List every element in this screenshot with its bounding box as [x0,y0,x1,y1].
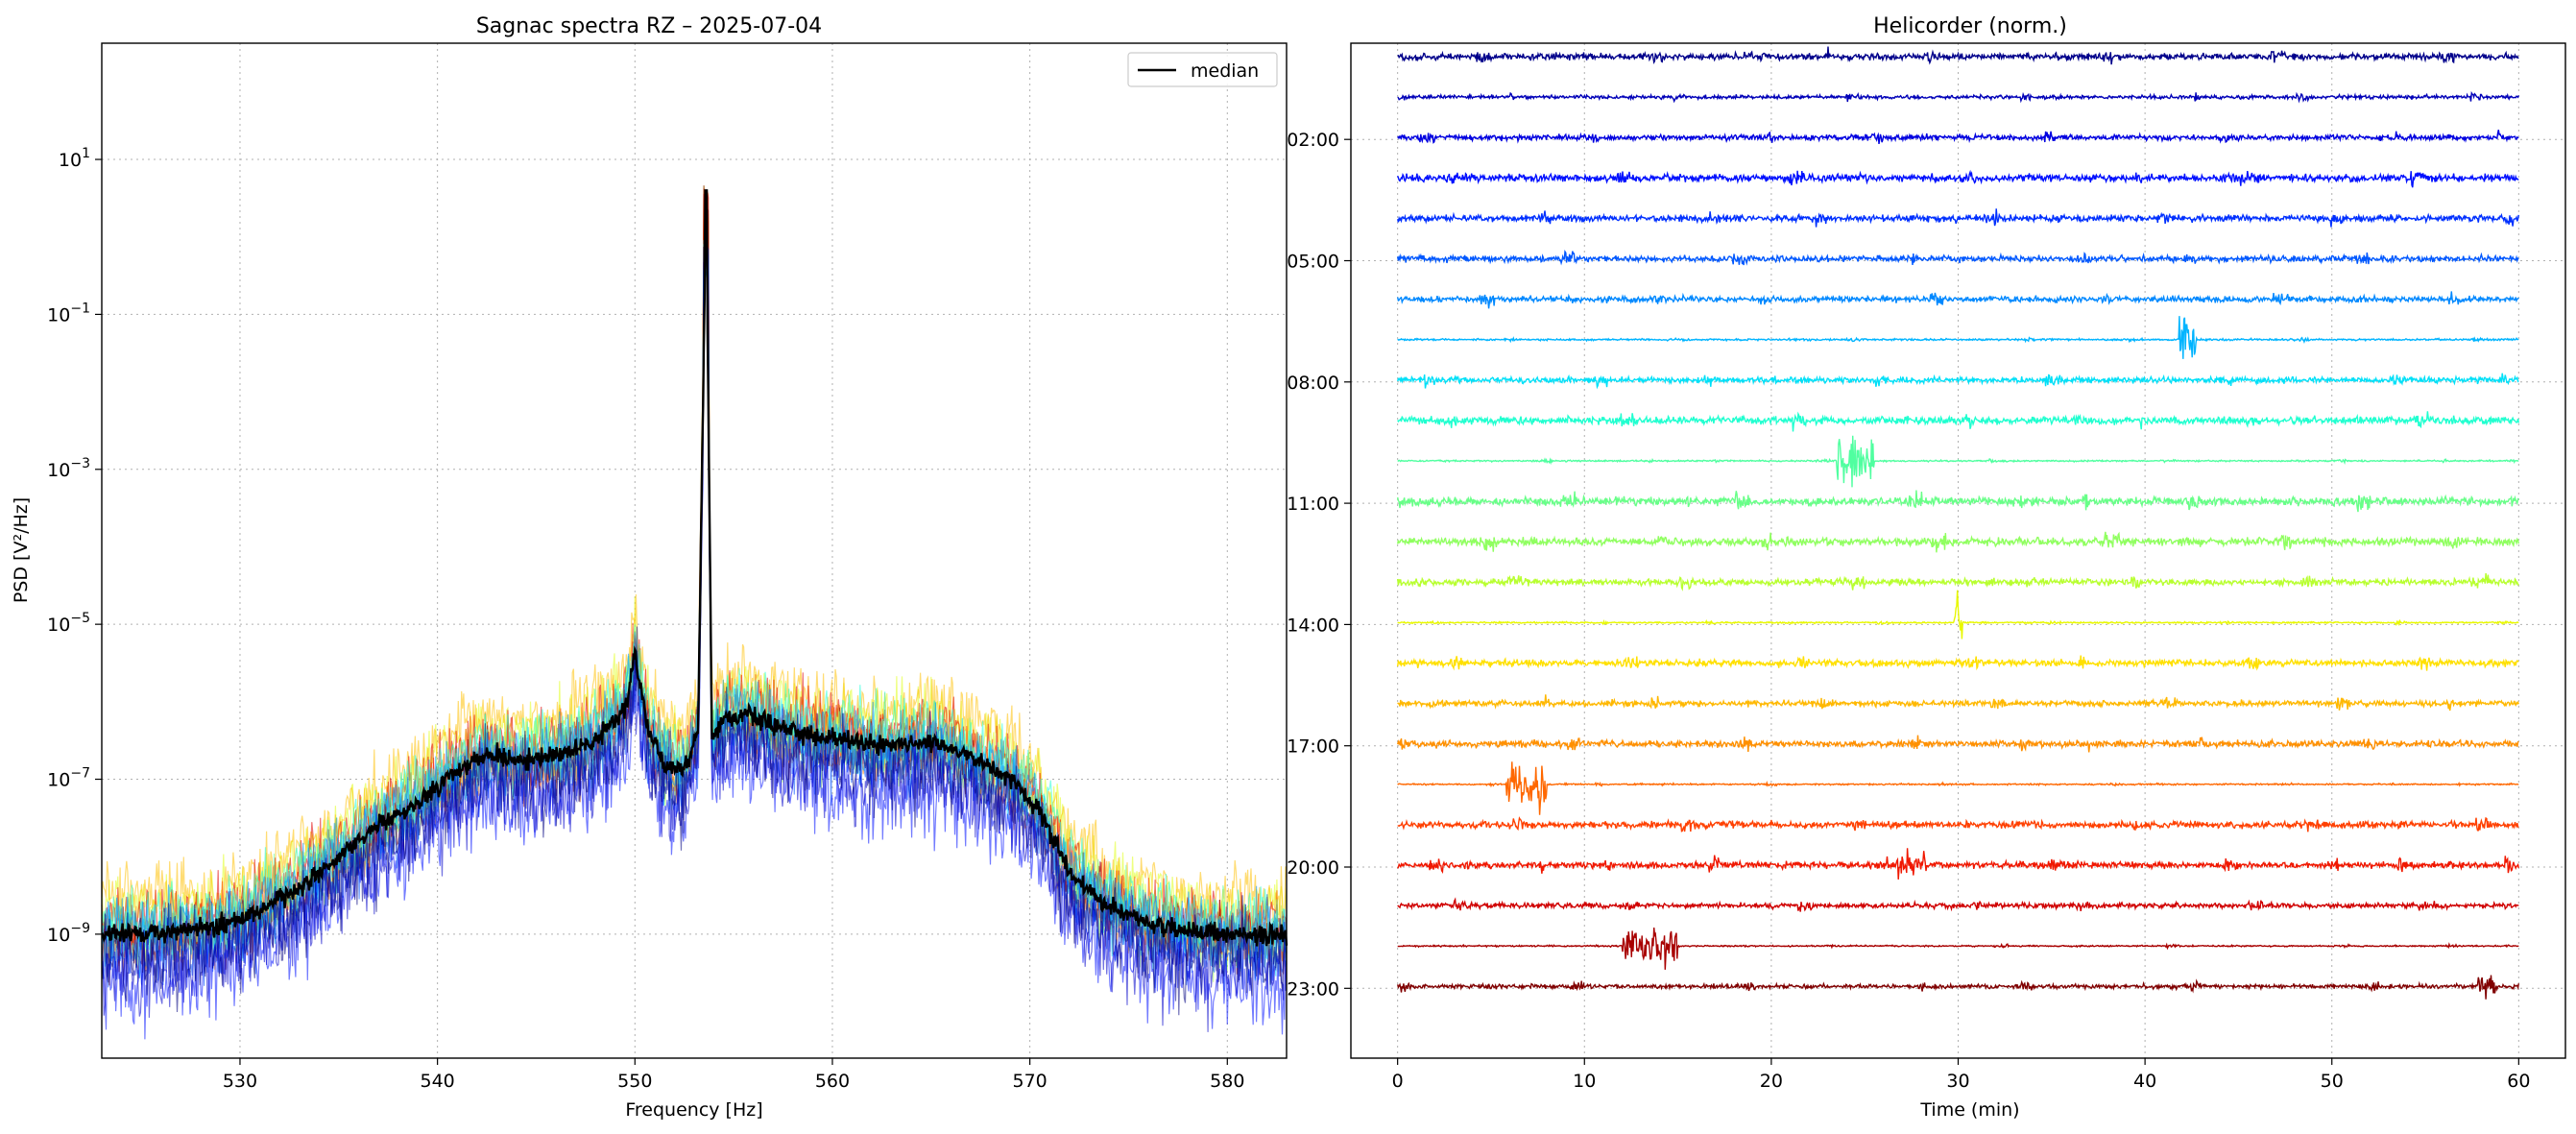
spectra-y-ticks: 10−9 10−7 10−5 10−3 10−1 101 [47,146,102,946]
helicorder-x-tick-label: 50 [2321,1071,2344,1092]
spectrum-trace [101,192,1288,954]
legend-median-label: median [1191,60,1259,82]
helicorder-y-tick-label: 23:00 [1287,978,1339,1000]
helicorder-trace [1397,694,2519,712]
helicorder-y-tick-label: 14:00 [1287,615,1339,636]
helicorder-x-tick-label: 30 [1946,1071,1969,1092]
helicorder-x-tick-label: 20 [1760,1071,1783,1092]
helicorder-trace [1397,531,2519,553]
helicorder-x-tick-label: 0 [1392,1071,1404,1092]
spectra-axes-frame [101,42,1288,1059]
spectra-background-traces [101,185,1288,1040]
helicorder-y-tick-label: 08:00 [1287,373,1339,394]
helicorder-trace [1397,590,2519,639]
spectra-y-tick-label: 10−7 [47,766,90,791]
spectra-median-series [101,189,1288,947]
spectrum-trace [101,185,1288,941]
helicorder-trace [1397,411,2519,432]
helicorder-trace [1397,90,2519,104]
helicorder-trace [1397,490,2519,513]
spectrum-trace [101,244,1288,955]
helicorder-y-tick-label: 11:00 [1287,494,1339,515]
spectra-y-tick-label: 101 [59,146,90,171]
helicorder-trace [1397,435,2519,488]
helicorder-trace [1397,208,2519,228]
spectra-y-tick-label: 10−3 [47,456,90,481]
helicorder-trace [1397,169,2519,188]
spectra-title: Sagnac spectra RZ – 2025-07-04 [476,14,822,38]
helicorder-y-ticks: 02:00 05:00 08:00 11:00 14:00 17:00 20:00 23:00 [1287,130,1351,1000]
helicorder-trace [1397,897,2519,912]
helicorder-trace [1397,130,2519,145]
spectra-y-label: PSD [V²/Hz] [11,497,32,603]
helicorder-x-ticks: 0 10 20 30 40 50 60 [1392,1058,2530,1092]
spectra-x-tick-label: 560 [815,1071,850,1092]
spectra-x-tick-label: 550 [617,1071,652,1092]
helicorder-traces [1397,46,2519,1000]
helicorder-y-tick-label: 20:00 [1287,857,1339,879]
spectrum-trace [101,243,1288,960]
helicorder-trace [1397,735,2519,753]
helicorder-trace [1397,816,2519,832]
spectra-y-tick-label: 10−5 [47,611,90,636]
spectra-y-tick-label: 10−1 [47,301,90,326]
helicorder-trace [1397,927,2519,970]
helicorder-title: Helicorder (norm.) [1873,14,2067,38]
spectra-y-tick-label: 10−9 [47,921,90,946]
spectrum-trace [101,243,1288,1032]
spectra-x-label: Frequency [Hz] [625,1099,762,1121]
helicorder-x-tick-label: 40 [2133,1071,2156,1092]
spectra-panel: Sagnac spectra RZ – 2025-07-04 530 540 550… [11,14,1288,1121]
helicorder-trace [1397,249,2519,266]
spectra-x-tick-label: 540 [421,1071,455,1092]
helicorder-trace [1397,572,2519,591]
helicorder-trace [1397,373,2519,390]
helicorder-trace [1397,848,2519,880]
helicorder-trace [1397,975,2519,1000]
spectra-x-ticks: 530 540 550 560 570 580 [223,1058,1244,1092]
helicorder-trace [1397,655,2519,671]
spectrum-trace [101,190,1288,936]
helicorder-x-tick-label: 60 [2507,1071,2530,1092]
helicorder-x-label: Time (min) [1919,1099,2019,1121]
helicorder-trace [1397,316,2519,359]
spectra-x-tick-label: 530 [223,1071,257,1092]
spectrum-trace [101,188,1288,973]
spectra-x-tick-label: 580 [1210,1071,1244,1092]
helicorder-x-tick-label: 10 [1573,1071,1596,1092]
helicorder-trace [1397,761,2519,815]
helicorder-trace [1397,291,2519,309]
spectra-x-tick-label: 570 [1013,1071,1047,1092]
helicorder-panel: Helicorder (norm.) 0 10 20 30 40 50 60 02:00 05… [1287,14,2566,1121]
spectra-legend: median [1127,52,1278,87]
legend-frame [1127,52,1278,87]
helicorder-trace [1397,46,2519,65]
helicorder-y-tick-label: 02:00 [1287,130,1339,151]
helicorder-y-tick-label: 05:00 [1287,252,1339,273]
median-line [101,189,1288,947]
helicorder-y-tick-label: 17:00 [1287,736,1339,758]
